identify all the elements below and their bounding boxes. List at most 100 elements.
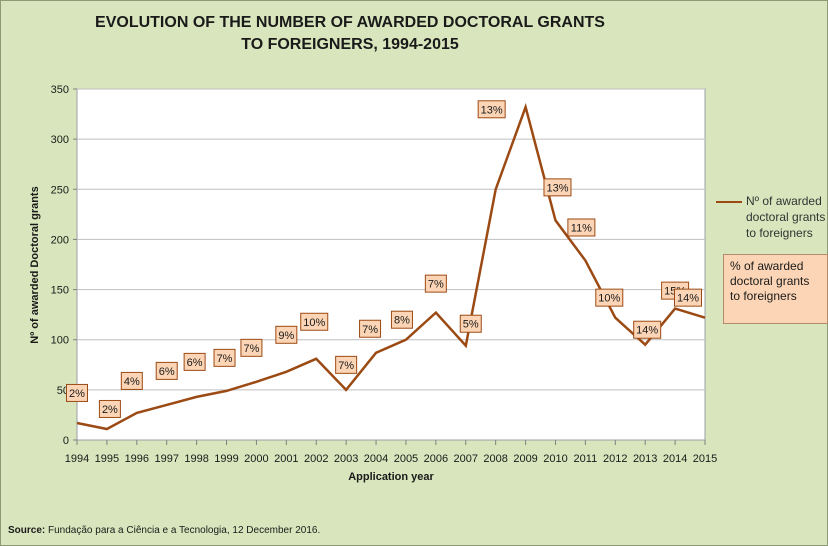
x-tick-label: 2014 xyxy=(663,453,687,465)
x-tick-label: 2010 xyxy=(543,453,567,465)
pct-label-text: 2% xyxy=(69,388,85,400)
x-tick-label: 1997 xyxy=(154,453,178,465)
y-axis-title: Nº of awarded Doctoral grants xyxy=(29,186,41,343)
pct-label-box xyxy=(567,218,596,237)
pct-label: 2% xyxy=(98,399,121,418)
plot-area xyxy=(76,88,706,441)
pct-label-text: 10% xyxy=(303,317,325,329)
x-tick-label: 2000 xyxy=(244,453,268,465)
source-note: Source: Fundação para a Ciência e a Tecn… xyxy=(8,525,320,536)
pct-label-text: 4% xyxy=(124,376,140,388)
pct-label-box xyxy=(543,178,572,197)
y-axis: 0 50 100 150 200 250 300 350 xyxy=(51,84,77,447)
pct-label-box xyxy=(183,352,206,371)
legend-series-label: Nº of awarded doctoral grants to foreign… xyxy=(746,194,826,240)
x-tick-label: 2003 xyxy=(334,453,358,465)
x-tick-label: 2006 xyxy=(424,453,448,465)
x-tick-label: 1998 xyxy=(184,453,208,465)
x-tick-label: 1999 xyxy=(214,453,238,465)
y-tick-label: 250 xyxy=(51,184,69,196)
y-tick-label: 350 xyxy=(51,84,69,96)
pct-label-box xyxy=(240,338,263,357)
x-tick-label: 2007 xyxy=(454,453,478,465)
pct-label-text: 10% xyxy=(598,293,620,305)
chart-title-line-2: TO FOREIGNERS, 1994-2015 xyxy=(241,36,459,53)
pct-label: 6% xyxy=(183,352,206,371)
x-tick-label: 2001 xyxy=(274,453,298,465)
pct-label-box xyxy=(359,319,382,338)
pct-label: 10% xyxy=(300,312,329,331)
y-tick-label: 0 xyxy=(63,435,69,447)
pct-label-box xyxy=(390,310,413,329)
pct-label: 2% xyxy=(66,383,88,402)
x-tick-label: 1994 xyxy=(65,453,89,465)
pct-label: 14% xyxy=(674,288,702,307)
x-axis-title: Application year xyxy=(348,471,434,483)
pct-label-box xyxy=(674,288,702,307)
pct-label: 13% xyxy=(477,100,506,119)
pct-label: 4% xyxy=(120,371,143,390)
pct-label-text: 14% xyxy=(677,293,699,305)
pct-label: 5% xyxy=(459,314,482,333)
pct-label-box xyxy=(213,348,236,367)
pct-label: 11% xyxy=(567,218,596,237)
pct-label-box xyxy=(275,325,298,344)
pct-label-text: 13% xyxy=(546,182,568,194)
source-text: Fundação para a Ciência e a Tecnologia, … xyxy=(45,525,321,536)
x-tick-label: 2002 xyxy=(304,453,328,465)
x-tick-label: 2009 xyxy=(513,453,537,465)
pct-label: 7% xyxy=(213,348,236,367)
pct-label-text: 5% xyxy=(463,319,479,331)
legend-series: Nº of awarded doctoral grants to foreign… xyxy=(716,193,828,241)
pct-label: 13% xyxy=(543,178,572,197)
x-tick-label: 2004 xyxy=(364,453,388,465)
x-axis: 1994 1995 1996 1997 1998 1999 2000 2001 2002 2003… xyxy=(65,440,717,465)
pct-label: 8% xyxy=(390,310,413,329)
pct-label-box xyxy=(595,288,624,307)
chart-title-line-1: EVOLUTION OF THE NUMBER OF AWARDED DOCTO… xyxy=(95,14,605,31)
pct-label-text: 7% xyxy=(243,343,259,355)
pct-label: 9% xyxy=(275,325,298,344)
source-label: Source: xyxy=(8,525,46,536)
pct-label: 10% xyxy=(595,288,624,307)
x-tick-label: 2008 xyxy=(483,453,507,465)
pct-label-box xyxy=(459,314,482,333)
x-tick-label: 1995 xyxy=(95,453,119,465)
pct-label: 6% xyxy=(155,361,178,380)
x-tick-label: 2012 xyxy=(603,453,627,465)
pct-label-box xyxy=(633,320,662,339)
pct-label-text: 9% xyxy=(278,330,294,342)
pct-label-text: 7% xyxy=(428,279,444,291)
x-tick-label: 2011 xyxy=(574,453,598,465)
pct-label-box xyxy=(335,355,358,374)
y-tick-label: 150 xyxy=(51,285,69,297)
pct-label: 7% xyxy=(424,274,447,293)
x-tick-label: 1996 xyxy=(125,453,149,465)
pct-label: 7% xyxy=(359,319,382,338)
pct-label-box xyxy=(155,361,178,380)
y-tick-label: 50 xyxy=(57,385,69,397)
pct-label-box xyxy=(477,100,506,119)
pct-label-text: 6% xyxy=(187,357,203,369)
legend-line-swatch xyxy=(716,201,742,203)
pct-label-text: 13% xyxy=(481,104,503,116)
pct-label: 14% xyxy=(633,320,662,339)
x-tick-label: 2005 xyxy=(394,453,418,465)
y-tick-label: 200 xyxy=(51,234,69,246)
pct-label: 7% xyxy=(335,355,358,374)
percentage-labels: 2%2%4%6%6%7%7%9%10%7%7%8%7%5%13%17%13%11… xyxy=(66,100,702,418)
pct-label-text: 7% xyxy=(338,360,354,372)
legend-percentage: % of awarded doctoral grants to foreigne… xyxy=(723,254,828,324)
pct-label-box xyxy=(424,274,447,293)
pct-label: 7% xyxy=(240,338,263,357)
pct-label-text: 2% xyxy=(102,404,118,416)
pct-label-text: 11% xyxy=(571,222,592,234)
pct-label-text: 6% xyxy=(159,366,175,378)
y-tick-label: 300 xyxy=(51,134,69,146)
pct-label-box xyxy=(300,312,329,331)
x-tick-label: 2015 xyxy=(693,453,717,465)
y-tick-label: 100 xyxy=(51,335,69,347)
pct-label-box xyxy=(98,399,121,418)
pct-label-text: 7% xyxy=(217,353,233,365)
